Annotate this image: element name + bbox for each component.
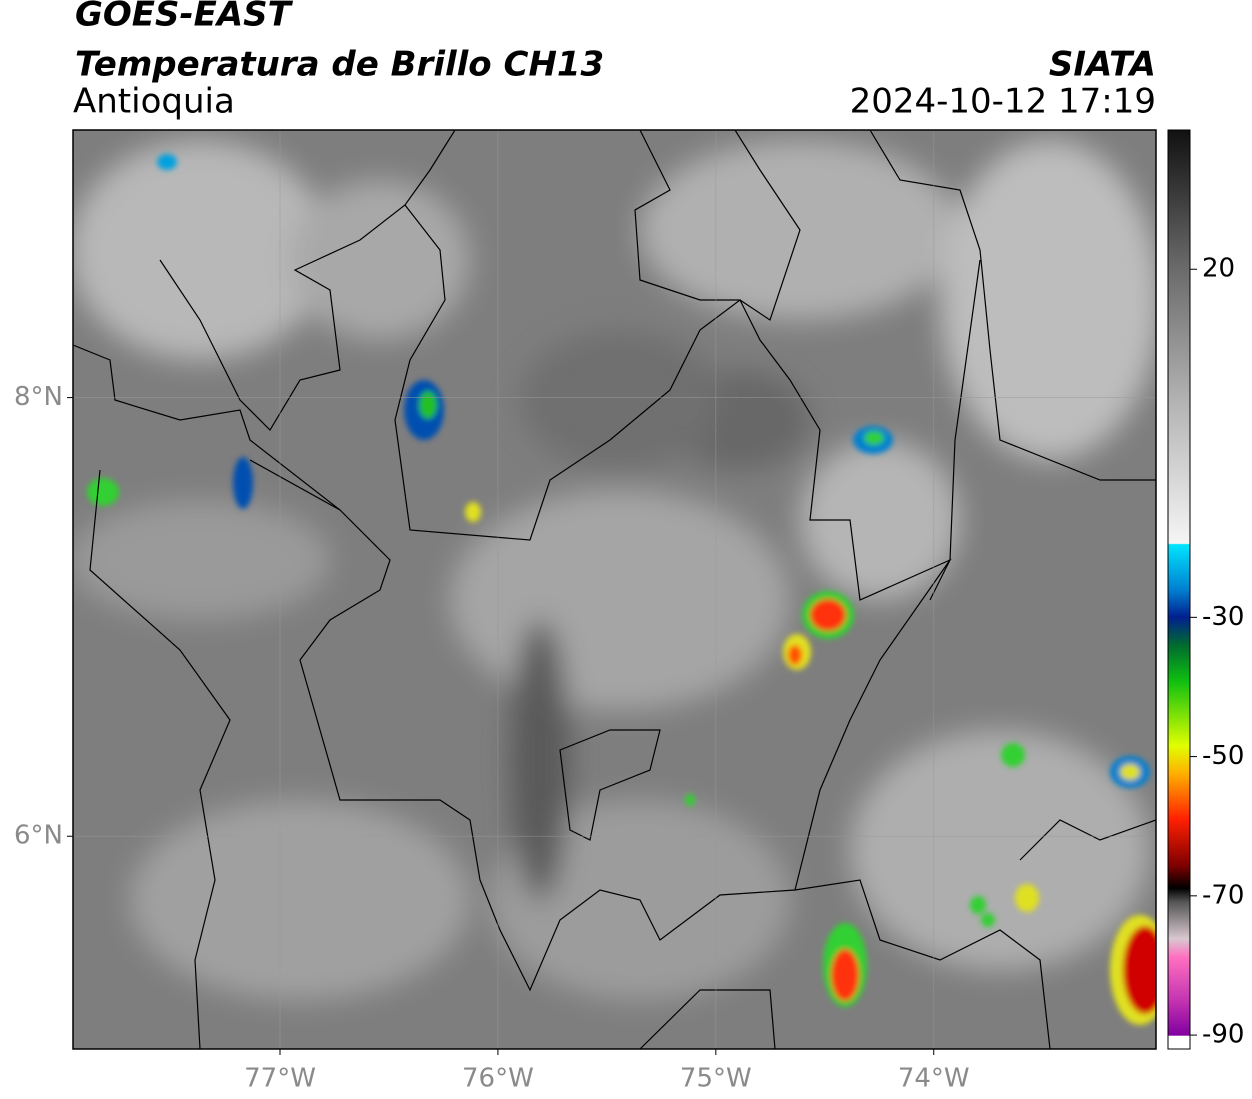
lon-label: 74°W — [898, 1064, 970, 1094]
lat-label: 6°N — [14, 821, 63, 851]
graticule — [73, 130, 1156, 1049]
colorbar-label: -30 — [1202, 602, 1244, 632]
satellite-image — [73, 130, 1156, 1049]
map-frame — [72, 129, 1157, 1050]
lon-label: 77°W — [244, 1064, 316, 1094]
title: GOES-EAST — [75, 0, 294, 35]
colorbar-label: -70 — [1202, 880, 1244, 910]
colorbar-label: 20 — [1202, 254, 1235, 284]
colorbar-label: -50 — [1202, 741, 1244, 771]
lat-label: 8°N — [14, 382, 63, 412]
region: Antioquia — [73, 82, 235, 122]
lon-label: 75°W — [680, 1064, 752, 1094]
colorbar-label: -90 — [1202, 1020, 1244, 1050]
timestamp: 2024-10-12 17:19 — [850, 82, 1156, 122]
colorbar — [1167, 129, 1191, 1050]
lon-label: 76°W — [462, 1064, 534, 1094]
source: SIATA — [1049, 45, 1156, 85]
boundaries — [73, 130, 1156, 1049]
storm-cells — [87, 154, 1156, 1025]
cloud-texture — [73, 140, 1156, 1000]
subtitle: Temperatura de Brillo CH13 — [75, 45, 604, 85]
